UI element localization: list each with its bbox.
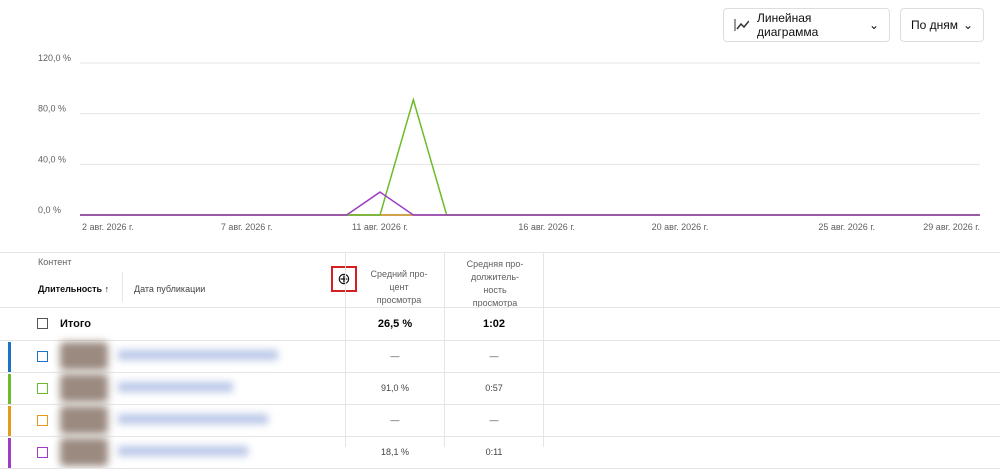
avg-percent: 18,1 %: [380, 447, 410, 457]
x-tick-label: 11 авг. 2026 г.: [352, 222, 408, 232]
header-line: цент: [389, 282, 409, 292]
y-tick-label: 80,0 %: [38, 104, 66, 114]
checkbox[interactable]: [37, 415, 48, 426]
row-line: [0, 372, 1000, 373]
header-line: Средний про-: [370, 269, 428, 279]
header-line: просмотра: [472, 298, 518, 308]
header-line: просмотра: [376, 295, 422, 305]
avg-percent: 91,0 %: [380, 383, 410, 393]
checkbox[interactable]: [37, 383, 48, 394]
avg-percent: —: [390, 351, 400, 361]
series-line: [80, 97, 980, 216]
row-line: [0, 436, 1000, 437]
label: По дням: [911, 18, 959, 32]
page: Линейная диаграмма ⌄ По дням ⌄ 0,0 % 40,0…: [0, 8, 1000, 469]
avg-duration: 0:11: [485, 447, 503, 457]
x-tick-label: 16 авг. 2026 г.: [518, 222, 575, 232]
sort-header[interactable]: Длительность ↑: [38, 284, 110, 294]
thumbnail: [60, 374, 108, 402]
chevron: ⌄: [868, 18, 879, 32]
x-tick-label: 29 авг. 2026 г.: [923, 222, 980, 232]
y-tick-label: 0,0 %: [38, 205, 61, 215]
title: [118, 414, 268, 424]
label: Линейная диаграмма: [757, 11, 819, 39]
row-line: [0, 404, 1000, 405]
x-tick-label: 25 авг. 2026 г.: [818, 222, 875, 232]
thumbnail: [60, 406, 108, 434]
chart: 0,0 % 40,0 % 80,0 % 120,0 % 2 авг. 2026 г. 7 …: [38, 53, 980, 232]
header-line: ность: [483, 285, 507, 295]
y-tick-label: 120,0 %: [38, 53, 71, 63]
period-select[interactable]: По дням ⌄: [900, 8, 984, 42]
total-duration: 1:02: [482, 318, 506, 330]
date-header[interactable]: Дата публикации: [134, 284, 206, 294]
thumbnail: [60, 342, 108, 370]
row-color: [8, 374, 11, 404]
chevron: ⌄: [962, 18, 973, 32]
avg-percent: —: [390, 415, 400, 425]
duration-header: Средняя про-должитель-ность просмотра: [446, 258, 544, 310]
section-label: Контент: [38, 257, 72, 267]
total-percent: 26,5 %: [377, 318, 413, 330]
add-column-button[interactable]: ⊕: [331, 266, 357, 292]
percent-header: Средний про-цент просмотра: [350, 268, 448, 307]
label: Длительность: [38, 284, 103, 294]
total-label: Итого: [60, 318, 92, 330]
title: [118, 382, 233, 392]
title: [118, 350, 278, 360]
series-line: [80, 191, 980, 216]
avg-duration: 0:57: [485, 383, 503, 393]
chart-type-select[interactable]: Линейная диаграмма ⌄: [723, 8, 890, 42]
avg-duration: —: [489, 415, 499, 425]
x-tick-label: 2 авг. 2026 г.: [82, 222, 134, 232]
checkbox[interactable]: [37, 447, 48, 458]
x-tick-label: 7 авг. 2026 г.: [221, 222, 273, 232]
title: [118, 446, 248, 456]
icon: [734, 19, 750, 31]
header-line: Средняя про-: [466, 259, 524, 269]
row-color: [8, 342, 11, 372]
x-tick-label: 20 авг. 2026 г.: [652, 222, 709, 232]
row-color: [8, 438, 11, 468]
thumbnail: [60, 438, 108, 466]
avg-duration: —: [489, 351, 499, 361]
checkbox[interactable]: [37, 351, 48, 362]
y-tick-label: 40,0 %: [38, 154, 66, 164]
checkbox[interactable]: [37, 318, 48, 329]
header-line: должитель-: [470, 272, 520, 282]
row-color: [8, 406, 11, 436]
